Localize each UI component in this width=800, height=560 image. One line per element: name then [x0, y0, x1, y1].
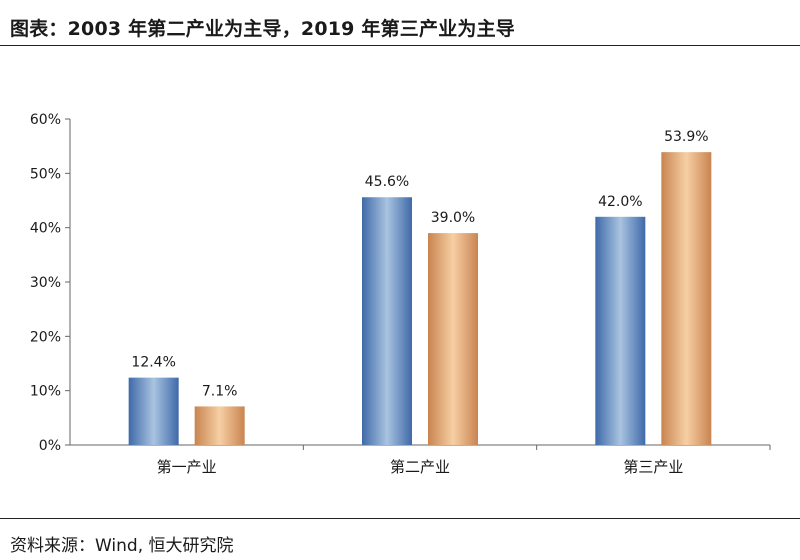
footer-divider	[0, 518, 800, 519]
chart-title: 图表：2003 年第二产业为主导，2019 年第三产业为主导	[10, 18, 515, 40]
source-note: 资料来源：Wind, 恒大研究院	[10, 536, 234, 556]
data-label: 12.4%	[131, 355, 175, 371]
y-tick-label: 40%	[30, 221, 61, 237]
bar-series-2	[428, 233, 478, 445]
data-label: 42.0%	[598, 194, 642, 210]
y-tick-label: 60%	[30, 112, 61, 128]
bar-chart: 0% 10% 20% 30% 40% 50% 60% 第一产业 第二产业 第三产业 12.4% 7.…	[30, 112, 771, 476]
x-category-label: 第三产业	[623, 458, 683, 476]
bar-series-1	[128, 377, 179, 445]
data-label: 45.6%	[365, 174, 409, 190]
y-tick-label: 20%	[30, 329, 61, 345]
bar-series-2	[661, 152, 712, 446]
y-tick-label: 0%	[39, 438, 61, 454]
data-label: 53.9%	[664, 129, 708, 145]
bar-series-1	[595, 216, 646, 445]
title-divider	[0, 45, 800, 46]
bar-series-1	[362, 197, 412, 445]
y-tick-label: 30%	[30, 275, 61, 291]
y-tick-label: 50%	[30, 166, 61, 182]
x-category-label: 第二产业	[390, 458, 450, 476]
x-category-label: 第一产业	[157, 458, 217, 476]
y-tick-label: 10%	[30, 384, 61, 400]
bar-series-2	[194, 406, 245, 445]
data-label: 7.1%	[202, 383, 238, 399]
data-label: 39.0%	[431, 210, 475, 226]
